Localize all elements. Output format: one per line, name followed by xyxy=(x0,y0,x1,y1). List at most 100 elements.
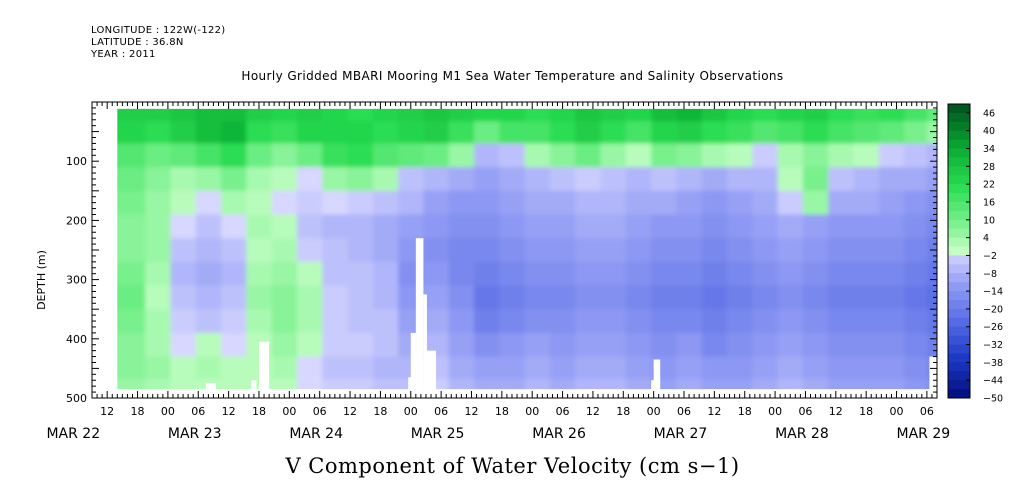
heatmap-cell xyxy=(117,167,146,192)
heatmap-cell xyxy=(828,356,855,380)
heatmap-cell xyxy=(398,190,425,216)
heatmap-cell xyxy=(195,121,222,145)
heatmap-cell xyxy=(524,167,551,192)
x-axis-title: V Component of Water Velocity (cm s−1) xyxy=(285,454,740,478)
heatmap-cell xyxy=(752,309,779,334)
heatmap-cell xyxy=(853,378,880,390)
colorbar-label: 46 xyxy=(983,108,995,119)
heatmap-cell xyxy=(296,285,323,310)
heatmap-cell xyxy=(853,190,880,216)
heatmap-cell xyxy=(701,121,728,145)
heatmap-cell xyxy=(145,261,172,287)
heatmap-cell xyxy=(701,309,728,334)
heatmap-cell xyxy=(524,285,551,310)
colorbar-segment xyxy=(948,121,970,132)
heatmap-cell xyxy=(651,378,678,390)
heatmap-cell xyxy=(676,261,703,287)
heatmap-cell xyxy=(651,214,678,239)
heatmap-cell xyxy=(828,167,855,192)
heatmap-cell xyxy=(195,167,222,192)
heatmap-cell xyxy=(145,214,172,239)
heatmap-cell xyxy=(524,214,551,239)
heatmap-cell xyxy=(448,378,475,390)
heatmap-cell xyxy=(296,356,323,380)
heatmap-cell xyxy=(676,190,703,216)
heatmap-cell xyxy=(423,190,450,216)
x-day-label: MAR 23 xyxy=(168,426,222,442)
heatmap-cell xyxy=(878,238,905,263)
heatmap-cell xyxy=(676,332,703,358)
heatmap-cell xyxy=(926,285,938,310)
heatmap-cell xyxy=(752,108,779,122)
longitude-label: LONGITUDE : 122W(-122) xyxy=(91,25,226,36)
chart-title-wrap: Hourly Gridded MBARI Mooring M1 Sea Wate… xyxy=(0,69,1009,83)
heatmap-cell xyxy=(221,190,247,216)
heatmap-cell xyxy=(904,356,928,380)
heatmap-cell xyxy=(878,332,905,358)
heatmap-cell xyxy=(752,238,779,263)
colorbar-segment xyxy=(948,246,970,256)
heatmap-cell xyxy=(878,356,905,380)
heatmap-cell xyxy=(170,378,197,390)
heatmap-cell xyxy=(296,167,323,192)
heatmap-cell xyxy=(878,108,905,122)
heatmap-cell xyxy=(372,167,399,192)
heatmap-cell xyxy=(474,214,500,239)
heatmap-cell xyxy=(828,238,855,263)
heatmap-cell xyxy=(625,285,652,310)
heatmap-cell xyxy=(727,167,753,192)
heatmap-cell xyxy=(777,108,804,122)
heatmap-cell xyxy=(145,108,172,122)
heatmap-cell xyxy=(701,332,728,358)
heatmap-cell xyxy=(651,143,678,168)
heatmap-cell xyxy=(448,285,475,310)
colorbar-label: 16 xyxy=(983,198,995,209)
heatmap-cell xyxy=(575,285,602,310)
heatmap-cell xyxy=(271,356,298,380)
heatmap-cell xyxy=(878,261,905,287)
heatmap-cell xyxy=(676,214,703,239)
x-tick-label: 12 xyxy=(464,405,478,418)
heatmap-cell xyxy=(499,167,526,192)
data-gap xyxy=(251,380,257,398)
heatmap-cell xyxy=(752,167,779,192)
heatmap-cell xyxy=(117,108,146,122)
heatmap-cell xyxy=(549,285,576,310)
heatmap-cell xyxy=(221,378,247,390)
heatmap-cell xyxy=(651,108,678,122)
heatmap-cell xyxy=(145,356,172,380)
heatmap-cell xyxy=(853,285,880,310)
x-tick-label: 06 xyxy=(798,405,812,418)
colorbar-segment xyxy=(948,300,970,310)
heatmap-cell xyxy=(271,214,298,239)
heatmap-cell xyxy=(347,167,374,192)
heatmap-cell xyxy=(904,285,928,310)
colorbar: 46 40 34 28 22 16 10 4 −2 −8 −14 −20 −26 −32 −38 −44 −50 xyxy=(947,103,1003,405)
heatmap-cell xyxy=(296,378,323,390)
heatmap-cell xyxy=(448,121,475,145)
heatmap-cell xyxy=(499,261,526,287)
heatmap-cell xyxy=(474,143,500,168)
heatmap-cell xyxy=(221,285,247,310)
colorbar-label: 22 xyxy=(983,180,995,191)
heatmap-cell xyxy=(904,238,928,263)
heatmap-cell xyxy=(322,285,349,310)
heatmap-cell xyxy=(117,121,146,145)
heatmap-cell xyxy=(625,143,652,168)
heatmap-cell xyxy=(271,378,298,390)
heatmap-cell xyxy=(904,309,928,334)
heatmap-cell xyxy=(271,238,298,263)
heatmap-cell xyxy=(423,238,450,263)
x-tick-label: 18 xyxy=(373,405,387,418)
heatmap-cell xyxy=(246,108,273,122)
heatmap-cell xyxy=(145,121,172,145)
heatmap-cell xyxy=(246,285,273,310)
heatmap-cell xyxy=(221,167,247,192)
x-tick-label: 06 xyxy=(434,405,448,418)
heatmap-cell xyxy=(575,356,602,380)
x-tick-label: 12 xyxy=(586,405,600,418)
heatmap-cell xyxy=(322,190,349,216)
heatmap-cell xyxy=(625,378,652,390)
colorbar-segment xyxy=(948,371,970,381)
heatmap-cell xyxy=(549,261,576,287)
